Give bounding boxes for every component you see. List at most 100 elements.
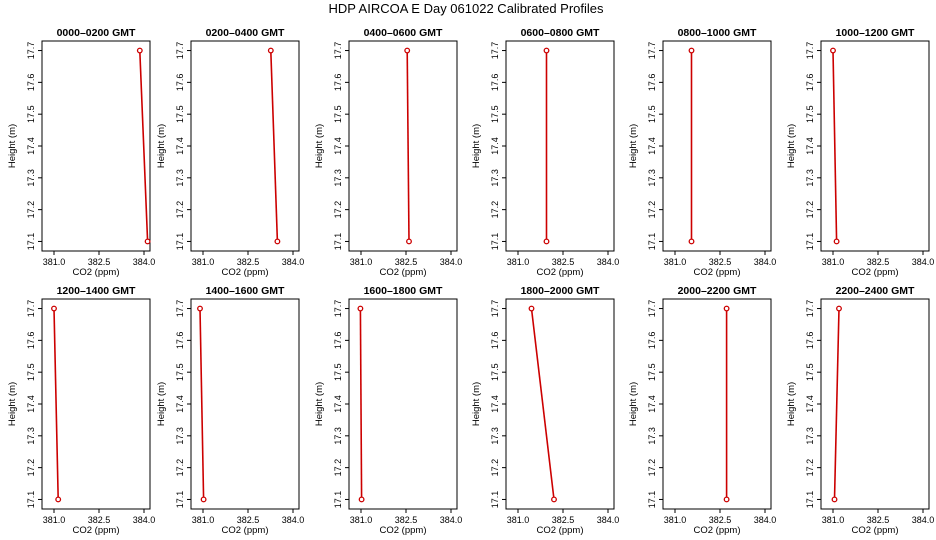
x-tick-label: 382.5: [709, 515, 732, 525]
y-tick-label: 17.7: [333, 42, 343, 60]
profile-line: [139, 50, 149, 242]
panel: 1600–1800 GMT 381.0 382.5 384.0 17.1 17.2 17.3…: [314, 285, 462, 536]
data-point: [831, 496, 838, 503]
plot-frame: [348, 40, 458, 252]
x-axis-label: CO2 (ppm): [73, 525, 120, 536]
data-point: [406, 238, 412, 245]
y-tick-label: 17.1: [647, 233, 657, 251]
x-tick-label: 381.0: [822, 257, 845, 267]
x-tick-label: 384.0: [597, 515, 620, 525]
profile-line: [199, 308, 205, 500]
x-tick-label: 382.5: [709, 257, 732, 267]
x-tick-label: 381.0: [192, 257, 215, 267]
y-tick-label: 17.1: [805, 491, 815, 509]
x-tick-label: 381.0: [507, 257, 530, 267]
y-tick-label: 17.4: [175, 395, 185, 413]
panel-title: 0400–0600 GMT: [364, 27, 443, 39]
y-tick-label: 17.6: [333, 332, 343, 350]
x-axis-label: CO2 (ppm): [222, 525, 269, 536]
y-axis-label: Height (m): [314, 382, 325, 426]
panel: 2000–2200 GMT 381.0 382.5 384.0 17.1 17.2 17.3…: [628, 285, 776, 536]
y-tick-label: 17.1: [333, 233, 343, 251]
y-tick-label: 17.1: [490, 233, 500, 251]
x-tick-label: 382.5: [395, 515, 418, 525]
x-tick-label: 384.0: [133, 257, 156, 267]
x-tick-label: 381.0: [43, 515, 66, 525]
panel: 2200–2400 GMT 381.0 382.5 384.0 17.1 17.2 17.3…: [786, 285, 934, 536]
x-axis-label: CO2 (ppm): [852, 267, 899, 278]
data-point: [357, 305, 364, 312]
y-tick-label: 17.5: [490, 105, 500, 123]
y-tick-label: 17.6: [26, 74, 36, 92]
panel: 1000–1200 GMT 381.0 382.5 384.0 17.1 17.2 17.3…: [786, 27, 934, 278]
x-axis-label: CO2 (ppm): [380, 525, 427, 536]
y-tick-label: 17.7: [805, 300, 815, 318]
y-tick-label: 17.2: [175, 201, 185, 219]
plot-frame: [662, 298, 772, 510]
y-tick-label: 17.4: [490, 395, 500, 413]
y-tick-label: 17.6: [805, 332, 815, 350]
panel: 1800–2000 GMT 381.0 382.5 384.0 17.1 17.2 17.3…: [471, 285, 619, 536]
panel-title: 1000–1200 GMT: [836, 27, 915, 39]
panel-title: 2000–2200 GMT: [678, 285, 757, 297]
y-tick-label: 17.3: [647, 427, 657, 445]
x-tick-label: 382.5: [237, 515, 260, 525]
x-tick-label: 382.5: [867, 257, 890, 267]
data-point: [274, 238, 281, 245]
plot-frame: [190, 298, 300, 510]
panel-title: 0600–0800 GMT: [521, 27, 600, 39]
y-tick-label: 17.5: [175, 363, 185, 381]
y-tick-label: 17.1: [490, 491, 500, 509]
y-tick-label: 17.2: [26, 459, 36, 477]
x-axis-label: CO2 (ppm): [73, 267, 120, 278]
y-tick-label: 17.3: [333, 169, 343, 187]
y-tick-label: 17.3: [490, 169, 500, 187]
y-tick-label: 17.2: [805, 459, 815, 477]
x-tick-label: 382.5: [552, 515, 575, 525]
y-tick-label: 17.4: [175, 137, 185, 155]
panel: 1200–1400 GMT 381.0 382.5 384.0 17.1 17.2 17.3…: [7, 285, 155, 536]
x-tick-label: 384.0: [282, 257, 305, 267]
panel-title: 2200–2400 GMT: [836, 285, 915, 297]
y-tick-label: 17.5: [175, 105, 185, 123]
panel-title: 1400–1600 GMT: [206, 285, 285, 297]
y-tick-label: 17.6: [175, 332, 185, 350]
y-tick-label: 17.4: [490, 137, 500, 155]
y-tick-label: 17.6: [26, 332, 36, 350]
x-tick-label: 384.0: [754, 257, 777, 267]
y-axis-label: Height (m): [786, 382, 797, 426]
y-tick-label: 17.2: [647, 201, 657, 219]
plot-frame: [41, 40, 151, 252]
y-tick-label: 17.7: [647, 300, 657, 318]
y-tick-label: 17.4: [333, 137, 343, 155]
panel-title: 0800–1000 GMT: [678, 27, 757, 39]
x-axis-label: CO2 (ppm): [222, 267, 269, 278]
y-tick-label: 17.2: [490, 459, 500, 477]
x-tick-label: 381.0: [192, 515, 215, 525]
data-point: [723, 305, 730, 312]
data-point: [688, 238, 695, 245]
plot-frame: [820, 40, 930, 252]
y-tick-label: 17.5: [26, 105, 36, 123]
panel: 0600–0800 GMT 381.0 382.5 384.0 17.1 17.2 17.3…: [471, 27, 619, 278]
y-tick-label: 17.1: [175, 233, 185, 251]
data-point: [144, 238, 151, 245]
x-tick-label: 382.5: [88, 515, 111, 525]
y-axis-label: Height (m): [471, 382, 482, 426]
plot-frame: [505, 298, 615, 510]
plot-frame: [348, 298, 458, 510]
data-point: [830, 47, 836, 54]
data-point: [267, 47, 274, 54]
panel-title: 0000–0200 GMT: [57, 27, 136, 39]
panel: 0200–0400 GMT 381.0 382.5 384.0 17.1 17.2 17.3…: [156, 27, 304, 278]
y-tick-label: 17.6: [333, 74, 343, 92]
x-tick-label: 384.0: [912, 515, 935, 525]
data-point: [833, 238, 840, 245]
y-tick-label: 17.2: [805, 201, 815, 219]
y-tick-label: 17.5: [647, 105, 657, 123]
y-tick-label: 17.3: [26, 169, 36, 187]
data-point: [358, 496, 365, 503]
x-tick-label: 384.0: [440, 515, 463, 525]
data-point: [404, 47, 411, 54]
